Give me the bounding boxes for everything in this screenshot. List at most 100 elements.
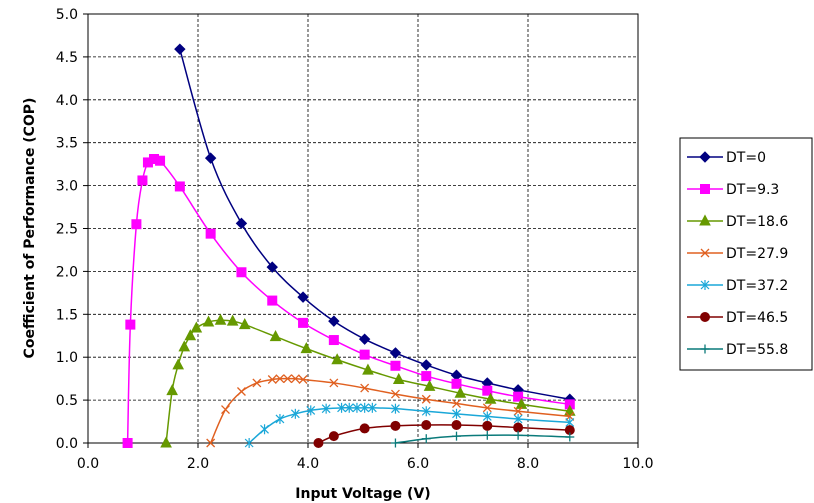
marker-stroke [236,387,246,396]
legend-marker [700,312,710,322]
data-point [174,43,186,55]
x-tick-label: 2.0 [187,456,209,472]
data-point [184,329,197,341]
data-point [344,402,354,413]
data-point [454,386,467,398]
data-point [513,422,524,433]
series-line [318,424,570,444]
data-point [298,317,309,328]
data-point [137,175,148,186]
data-point [389,347,402,359]
legend-entry: DT=0 [687,150,766,166]
data-point [306,405,316,416]
data-point [359,423,370,434]
data-point [452,399,461,408]
y-tick-label: 2.5 [56,222,78,238]
data-point [482,430,492,440]
data-point [202,315,215,327]
data-point [360,383,370,393]
data-point [290,408,300,419]
legend-entry: DT=9.3 [687,182,779,198]
data-point [392,372,405,385]
data-point [290,374,300,384]
data-point [390,389,400,399]
data-point [190,321,203,333]
data-point [482,411,492,422]
data-point [321,403,331,414]
data-point [267,375,277,384]
data-point [390,420,401,431]
legend-entry: DT=37.2 [687,278,788,294]
legend-label: DT=46.5 [726,310,788,326]
marker-stroke [513,406,523,416]
legend-marker [699,214,711,226]
y-tick-label: 2.0 [56,264,78,280]
data-point [267,295,278,306]
legend: DT=0 DT=9.3 DT=18.6 DT=27.9 DT=37.2 DT=46.5 DT… [679,137,813,371]
data-point [236,387,246,396]
x-tick-label: 4.0 [297,456,319,472]
grid [83,13,639,448]
series-dt-55-8 [390,430,575,448]
data-point [450,369,463,381]
marker-stroke [421,394,431,404]
legend-marker [699,151,711,163]
data-point [300,342,313,354]
data-point [174,181,185,192]
marker-stroke [329,378,339,388]
data-point [563,404,576,416]
data-point [451,378,462,389]
data-point [421,371,432,382]
data-point [421,434,431,444]
data-point [482,420,493,431]
data-point [360,402,370,413]
data-point [452,431,461,441]
series-group [122,43,576,448]
data-point [221,405,230,414]
y-tick-label: 0.0 [56,436,78,452]
data-point [513,430,523,440]
x-tick-label: 10.0 [622,456,653,472]
data-point [329,378,339,388]
data-point [565,432,575,442]
data-point [235,217,248,230]
marker-stroke [275,374,285,384]
data-point [313,438,324,448]
data-point [283,374,293,384]
series-dt-0 [174,43,576,405]
data-point [298,375,308,384]
data-point [337,402,346,413]
data-point [178,340,191,352]
data-point [352,402,362,413]
data-point [266,261,278,273]
data-point [260,424,269,435]
legend-entry: DT=46.5 [687,310,788,326]
data-point [328,431,339,442]
series-dt-27-9 [206,374,575,448]
data-point [206,438,216,448]
plot-area-frame [87,13,639,444]
data-point [275,413,285,424]
data-point [390,438,400,448]
marker-stroke [221,405,230,414]
x-axis-title: Input Voltage (V) [295,486,430,502]
x-tick-label: 8.0 [517,456,539,472]
y-tick-label: 5.0 [56,7,78,23]
data-point [482,385,493,396]
data-point [252,378,262,388]
marker-stroke [298,375,308,384]
y-tick-label: 4.0 [56,93,78,109]
x-tick-label: 0.0 [77,456,99,472]
series-dt-18-6 [160,313,576,448]
data-point [297,291,309,303]
marker-stroke [390,389,400,399]
legend-label: DT=0 [726,150,766,166]
marker-stroke [700,248,710,258]
tick-labels: 0.0 0.5 1.0 1.5 2.0 2.5 3.0 3.5 4.0 4.5 5.0 0.0 2.0 4… [56,7,654,472]
data-point [390,360,401,371]
marker-stroke [360,383,370,393]
data-point [160,436,172,448]
data-point [226,314,239,326]
data-point [484,392,497,404]
